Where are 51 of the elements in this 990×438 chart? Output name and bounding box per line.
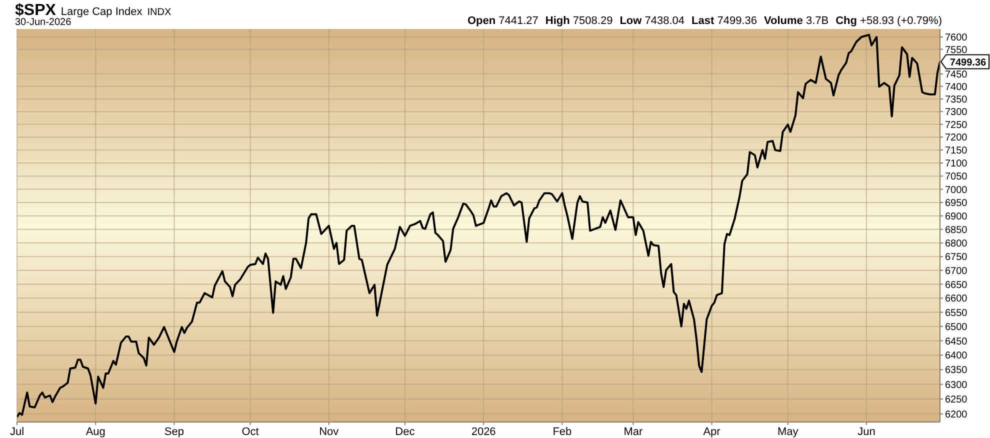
x-tick-label: Apr (703, 426, 721, 438)
x-tick-label: May (777, 426, 799, 438)
annotation: 7499.36 (950, 58, 987, 69)
y-tick-label: 6600 (945, 294, 968, 305)
text: Low 7438.04 (620, 15, 685, 27)
y-tick-label: 6400 (945, 350, 968, 362)
y-tick-label: 6700 (945, 266, 968, 277)
y-tick-label: 7600 (945, 32, 968, 44)
chart-title: $SPX (15, 2, 56, 19)
y-tick-label: 6650 (945, 280, 968, 291)
y-tick-label: 6950 (945, 198, 968, 210)
y-tick-label: 7450 (945, 69, 968, 80)
y-tick-label: 6350 (945, 365, 968, 376)
x-tick-label: Mar (624, 426, 643, 438)
text: Chg +58.93 (+0.79%) (836, 15, 942, 27)
x-tick-label: Sep (164, 426, 184, 438)
y-tick-label: 7350 (945, 94, 968, 106)
x-tick-label: Aug (86, 426, 106, 438)
y-tick-label: 7250 (945, 120, 968, 131)
y-tick-label: 7000 (945, 184, 968, 196)
x-tick-label: Feb (552, 426, 572, 438)
text: Open 7441.27 (467, 15, 538, 27)
y-tick-label: 7400 (945, 82, 968, 93)
y-tick-label: 6300 (945, 380, 968, 391)
y-tick-label: 7050 (945, 172, 968, 183)
text: Volume 3.7B (764, 15, 829, 27)
y-tick-label: 6850 (945, 224, 968, 236)
y-tick-label: 7550 (945, 44, 968, 56)
x-tick-label: Oct (242, 426, 259, 438)
text: Large Cap Index (60, 6, 142, 18)
chart-subtitle: 30-Jun-2026 (15, 17, 72, 28)
x-tick-label: 2026 (471, 426, 496, 438)
y-tick-label: 6900 (945, 211, 968, 222)
y-tick-label: 7200 (945, 132, 968, 144)
text: INDX (147, 7, 172, 18)
text: Last 7499.36 (692, 15, 757, 27)
text: High 7508.29 (545, 15, 613, 27)
y-tick-label: 6800 (945, 238, 968, 250)
x-tick-label: Jul (10, 426, 24, 438)
y-tick-label: 6250 (945, 394, 968, 406)
x-tick-label: Nov (319, 426, 340, 438)
y-tick-label: 6450 (945, 336, 968, 348)
y-tick-label: 7150 (945, 146, 968, 157)
x-tick-label: Jun (858, 426, 876, 438)
y-tick-label: 7300 (945, 107, 968, 118)
x-tick-label: Dec (395, 426, 416, 438)
y-tick-label: 6750 (945, 252, 968, 264)
y-tick-label: 6200 (945, 409, 968, 420)
y-tick-label: 7100 (945, 158, 968, 170)
y-tick-label: 6500 (945, 322, 968, 333)
y-tick-label: 6550 (945, 308, 968, 319)
